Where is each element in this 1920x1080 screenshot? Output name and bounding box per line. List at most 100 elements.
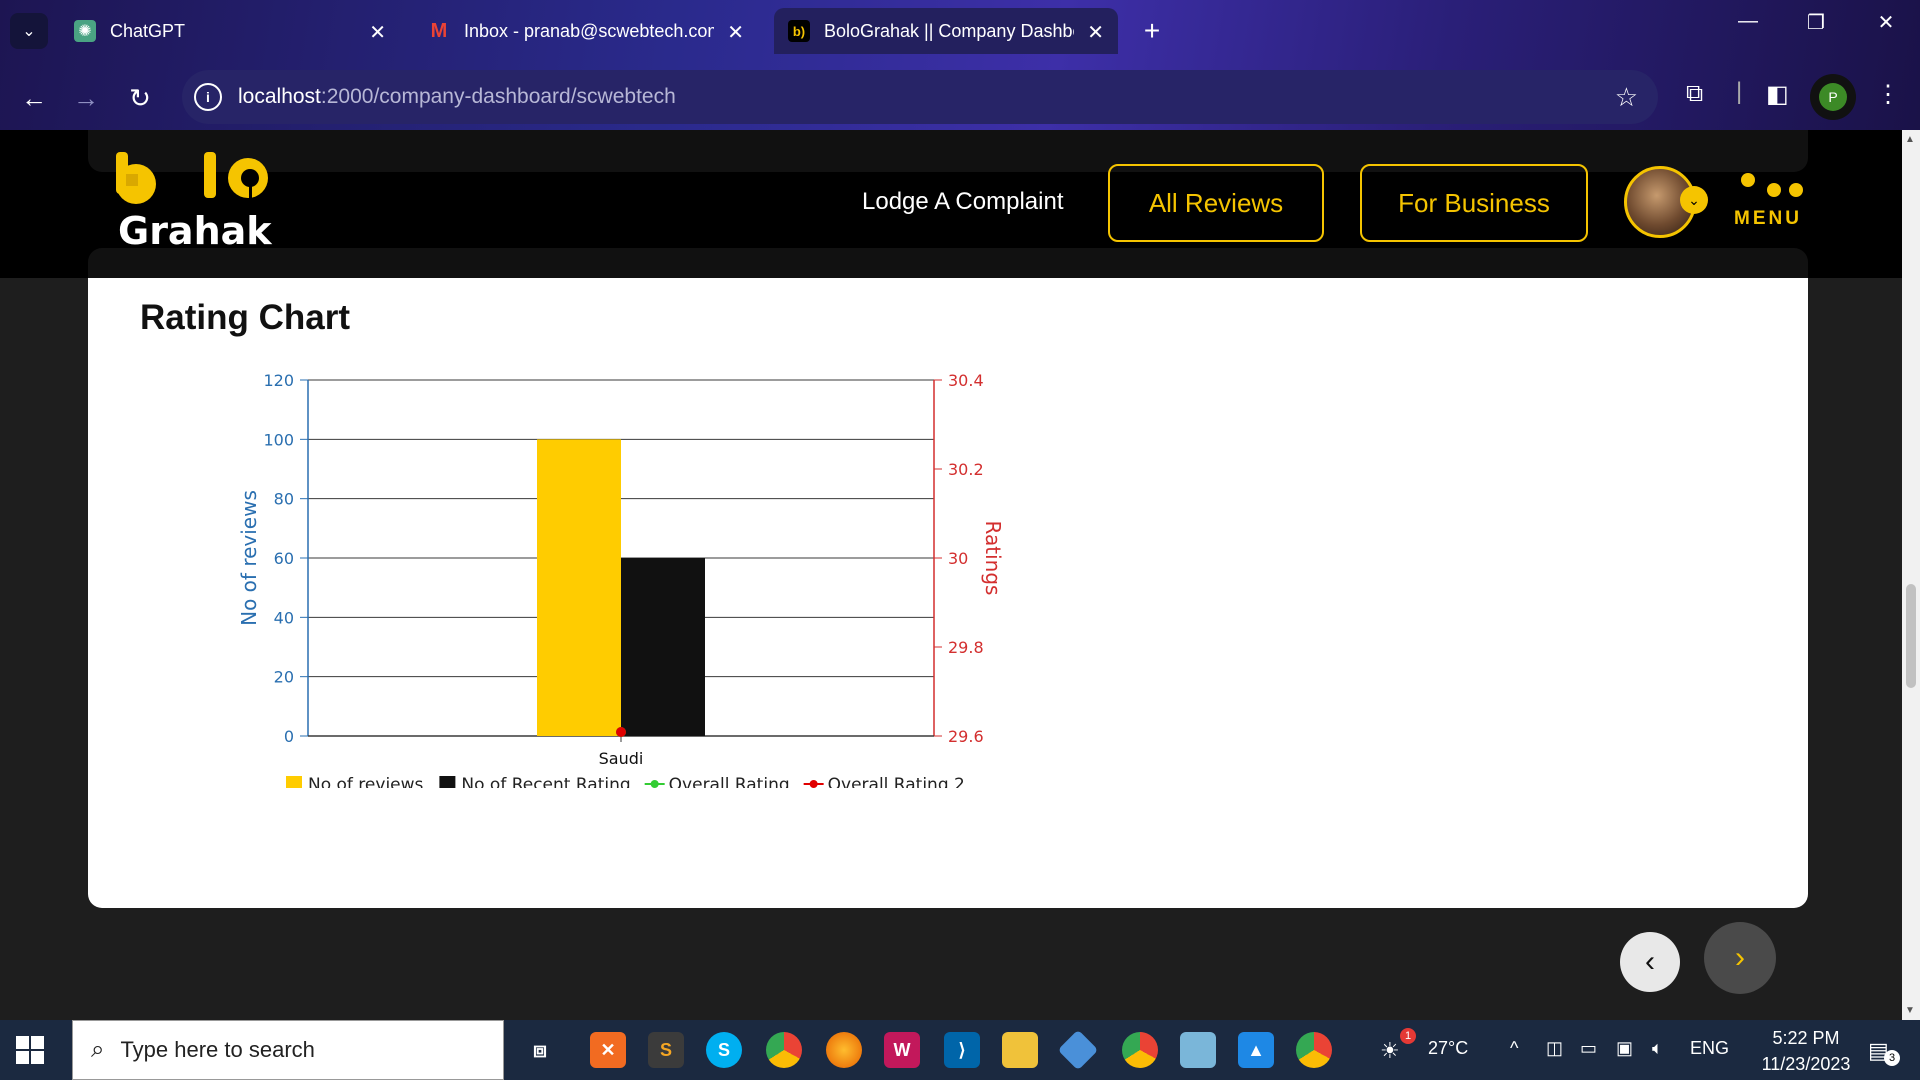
notification-count: 3 <box>1884 1050 1900 1066</box>
profile-button[interactable]: P <box>1810 74 1856 120</box>
all-reviews-button[interactable]: All Reviews <box>1108 164 1324 242</box>
legend-label: No of Recent Rating <box>461 775 630 788</box>
chatgpt-icon: ✺ <box>74 20 96 42</box>
kebab-menu-icon[interactable]: ⋮ <box>1876 81 1900 108</box>
tab-label: BoloGrahak || Company Dashbo <box>824 20 1074 41</box>
chevron-left-icon: ‹ <box>1645 945 1655 978</box>
vscode-icon[interactable]: ⟩ <box>944 1032 980 1068</box>
browser-chrome: ⌄ ✺ ChatGPT ✕ M Inbox - pranab@scwebtech… <box>0 0 1920 130</box>
weather-badge: 1 <box>1400 1028 1416 1044</box>
tab-search-button[interactable]: ⌄ <box>10 13 48 49</box>
forward-button[interactable]: → <box>68 80 104 116</box>
legend-marker <box>650 780 659 788</box>
file-explorer-icon[interactable] <box>1002 1032 1038 1068</box>
tab-chatgpt[interactable]: ✺ ChatGPT ✕ <box>60 8 400 54</box>
tab-gmail[interactable]: M Inbox - pranab@scwebtech.com ✕ <box>414 8 758 54</box>
y-tick-label: 80 <box>274 490 294 509</box>
weather-temp[interactable]: 27°C <box>1428 1038 1469 1058</box>
scroll-down-icon[interactable]: ▼ <box>1905 1005 1915 1016</box>
bookmark-star-icon[interactable]: ☆ <box>1614 82 1638 112</box>
minimize-button[interactable]: — <box>1738 10 1758 32</box>
y-tick-label: 60 <box>274 549 294 568</box>
close-icon[interactable]: ✕ <box>369 22 386 44</box>
skype-icon[interactable]: S <box>706 1032 742 1068</box>
page-scrollbar[interactable]: ▲ ▼ <box>1902 130 1920 1020</box>
volume-icon[interactable]: 🔈︎ <box>1652 1038 1663 1058</box>
clock-time[interactable]: 5:22 PM <box>1772 1028 1840 1048</box>
windows-start-icon[interactable] <box>14 1034 46 1066</box>
chrome-second-icon[interactable] <box>1296 1032 1332 1068</box>
wps-icon[interactable]: W <box>884 1032 920 1068</box>
search-icon: ⌕ <box>91 1036 105 1063</box>
y-tick-label: 0 <box>284 727 294 746</box>
battery-icon[interactable]: ▭ <box>1580 1038 1598 1058</box>
rating-chart-card: Rating Chart 0 20 40 60 80 100 120 29.6 29.8 30 30… <box>88 278 1808 908</box>
address-bar[interactable]: i localhost:2000/company-dashboard/scweb… <box>182 70 1658 124</box>
y2-axis-title: Ratings <box>981 521 1005 596</box>
tab-bolograhak[interactable]: b) BoloGrahak || Company Dashbo ✕ <box>774 8 1118 54</box>
taskbar-search[interactable]: ⌕ Type here to search <box>72 1020 504 1080</box>
photos-icon[interactable]: ▲ <box>1238 1032 1274 1068</box>
network-icon[interactable]: ▣ <box>1616 1038 1634 1058</box>
scrollbar-thumb[interactable] <box>1906 584 1916 688</box>
header-strip-bottom <box>88 248 1808 278</box>
lodge-complaint-link[interactable]: Lodge A Complaint <box>862 188 1064 215</box>
windows-taskbar: ⌕ Type here to search ⧈ ✕ S S W ⟩ ▲ ☀ 1 … <box>0 1020 1920 1080</box>
restore-button[interactable]: ❐ <box>1807 12 1825 34</box>
task-view-icon[interactable]: ⧈ <box>533 1037 547 1062</box>
page-viewport: Grahak Lodge A Complaint All Reviews For… <box>0 130 1902 1020</box>
close-window-button[interactable]: ✕ <box>1877 12 1895 34</box>
close-icon[interactable]: ✕ <box>727 22 744 44</box>
weather-icon[interactable]: ☀ <box>1380 1038 1400 1063</box>
legend-label: Overall Rating 2 <box>828 775 965 788</box>
language-indicator[interactable]: ENG <box>1690 1038 1730 1058</box>
side-panel-icon[interactable]: ◧ <box>1766 81 1789 108</box>
chrome-profile-icon[interactable] <box>1122 1032 1158 1068</box>
menu-label[interactable]: MENU <box>1734 208 1802 229</box>
chevron-down-icon[interactable]: ⌄ <box>1680 186 1708 214</box>
chevron-down-icon: ⌄ <box>22 23 36 40</box>
new-tab-button[interactable]: + <box>1132 13 1172 49</box>
close-icon[interactable]: ✕ <box>1087 22 1104 44</box>
menu-dots-icon[interactable] <box>1740 172 1806 202</box>
bolograhak-icon: b) <box>788 20 810 42</box>
y-tick-label: 20 <box>274 668 294 687</box>
plus-icon: + <box>1143 15 1161 46</box>
sublime-icon[interactable]: S <box>648 1032 684 1068</box>
svg-text:Grahak: Grahak <box>118 209 272 253</box>
chevron-up-icon[interactable]: ^ <box>1510 1038 1519 1058</box>
extensions-icon[interactable]: ⧉ <box>1686 80 1704 107</box>
chrome-icon[interactable] <box>766 1032 802 1068</box>
y2-tick-label: 30.2 <box>948 460 984 479</box>
firefox-icon[interactable] <box>826 1032 862 1068</box>
for-business-button[interactable]: For Business <box>1360 164 1588 242</box>
scroll-up-icon[interactable]: ▲ <box>1905 134 1915 145</box>
legend-swatch <box>439 776 456 788</box>
clock-date[interactable]: 11/23/2023 <box>1761 1054 1851 1074</box>
rating-chart: 0 20 40 60 80 100 120 29.6 29.8 30 30.2 30.4 Saudi No… <box>237 371 1005 788</box>
legend-label: No of reviews <box>308 775 424 788</box>
meet-icon[interactable]: ◫ <box>1546 1038 1564 1058</box>
profile-avatar: P <box>1819 83 1847 111</box>
legend-label: Overall Rating <box>669 775 790 788</box>
carousel-prev-button[interactable]: ‹ <box>1620 932 1680 992</box>
info-icon[interactable]: i <box>194 83 222 111</box>
gmail-icon: M <box>430 19 448 42</box>
git-icon[interactable] <box>1057 1029 1099 1071</box>
url-text[interactable]: localhost:2000/company-dashboard/scwebte… <box>238 85 676 108</box>
notification-icon[interactable]: ▤ <box>1868 1038 1889 1063</box>
xampp-icon[interactable]: ✕ <box>590 1032 626 1068</box>
toolbar-divider: | <box>1736 78 1743 105</box>
notepad-icon[interactable] <box>1180 1032 1216 1068</box>
browser-toolbar: ← → ↻ i localhost:2000/company-dashboard… <box>0 66 1920 128</box>
carousel-next-button[interactable]: › <box>1704 922 1776 994</box>
y2-tick-label: 30.4 <box>948 371 984 390</box>
tab-label: Inbox - pranab@scwebtech.com <box>464 20 714 41</box>
chevron-right-icon: › <box>1735 941 1745 974</box>
bolograhak-logo[interactable]: Grahak <box>112 148 282 258</box>
reload-icon: ↻ <box>129 82 151 113</box>
reload-button[interactable]: ↻ <box>122 80 158 116</box>
y2-tick-label: 29.6 <box>948 727 984 746</box>
arrow-right-icon: → <box>73 82 99 113</box>
back-button[interactable]: ← <box>16 80 52 116</box>
